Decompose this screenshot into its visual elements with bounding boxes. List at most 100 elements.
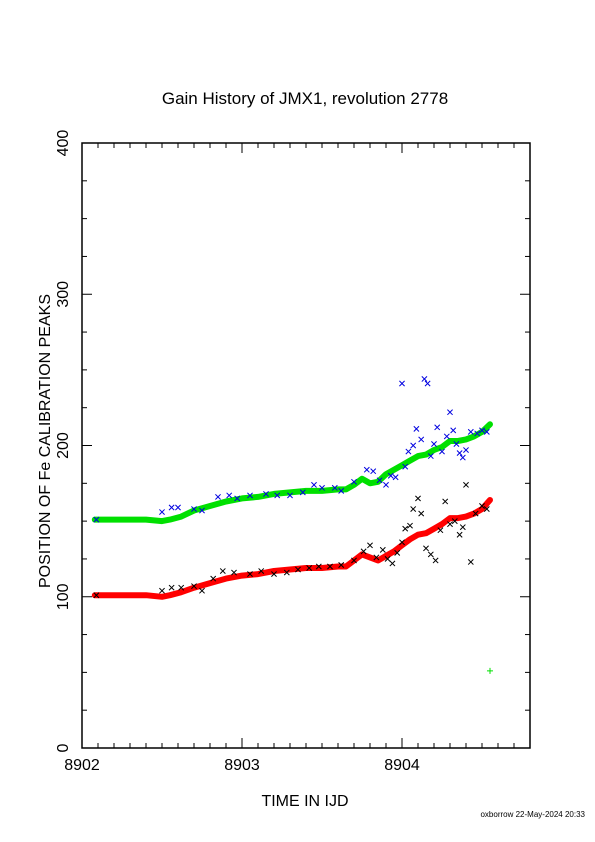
y-tick-label: 200 — [55, 432, 72, 459]
data-point — [175, 504, 181, 511]
y-axis-label: POSITION OF Fe CALIBRATION PEAKS — [37, 294, 54, 588]
data-point — [463, 481, 469, 488]
data-point — [450, 427, 457, 434]
axis-tick-labels: 8902 8903 8904 0 100 200 300 400 — [55, 130, 420, 774]
axis-minor-ticks — [82, 143, 531, 748]
data-point — [234, 495, 241, 502]
data-point — [410, 442, 417, 449]
data-point — [442, 498, 449, 505]
data-point — [443, 433, 450, 440]
data-point — [421, 375, 428, 382]
data-point — [299, 489, 306, 496]
data-point — [479, 427, 485, 434]
series-0 — [91, 421, 493, 525]
data-point — [459, 524, 466, 531]
data-point — [463, 447, 469, 453]
data-point — [331, 484, 338, 491]
data-point — [399, 380, 405, 387]
data-point — [472, 510, 479, 517]
data-point — [418, 510, 425, 517]
axis-major-ticks — [81, 142, 530, 749]
data-point — [338, 562, 345, 568]
data-point — [376, 477, 383, 484]
data-point — [427, 453, 434, 460]
data-point — [402, 463, 409, 470]
x-tick-label: 8902 — [64, 757, 100, 774]
data-point — [456, 531, 463, 538]
series-line — [91, 421, 493, 525]
data-point — [311, 481, 317, 488]
series-2 — [93, 375, 490, 523]
data-point — [370, 468, 377, 475]
data-point — [384, 555, 391, 562]
data-point — [231, 569, 237, 576]
data-point — [483, 428, 490, 435]
data-point — [483, 506, 490, 512]
data-point — [423, 545, 429, 552]
data-point — [295, 566, 301, 573]
y-tick-label: 300 — [55, 281, 72, 308]
x-tick-label: 8904 — [384, 757, 420, 774]
data-point — [418, 436, 425, 443]
data-point — [451, 518, 458, 525]
data-point — [338, 487, 345, 494]
series-line — [91, 497, 493, 600]
data-point — [93, 516, 100, 523]
data-point — [367, 542, 373, 549]
data-point — [315, 563, 322, 570]
data-point — [427, 551, 434, 558]
plot-frame — [81, 142, 531, 749]
data-series-layer — [91, 375, 493, 674]
data-point — [456, 450, 463, 457]
series-3 — [93, 481, 490, 599]
y-tick-label: 400 — [55, 130, 72, 157]
data-point — [392, 474, 399, 481]
data-point — [219, 568, 226, 574]
data-point — [415, 495, 421, 502]
y-tick-label: 100 — [55, 583, 72, 610]
data-point — [363, 466, 370, 473]
data-point — [439, 448, 445, 455]
chart-title: Gain History of JMX1, revolution 2778 — [162, 89, 448, 108]
data-point — [168, 584, 175, 591]
series-1 — [91, 497, 493, 600]
data-point — [373, 554, 380, 561]
data-point — [199, 507, 205, 514]
data-point — [399, 539, 405, 546]
data-point — [407, 522, 413, 529]
data-point — [319, 484, 325, 491]
data-point — [360, 548, 367, 555]
data-point — [467, 559, 474, 565]
data-point — [389, 560, 396, 567]
x-tick-label: 8903 — [224, 757, 260, 774]
data-point — [351, 478, 357, 485]
data-point — [271, 571, 277, 578]
data-point — [405, 448, 412, 455]
data-point — [424, 380, 431, 387]
data-point — [453, 441, 460, 447]
data-point — [210, 575, 217, 582]
data-point — [93, 592, 100, 599]
data-point — [431, 441, 437, 447]
data-point — [479, 503, 485, 509]
data-point — [410, 506, 417, 512]
data-point — [487, 667, 493, 674]
data-point — [459, 454, 466, 461]
data-point — [447, 521, 453, 528]
data-point — [226, 492, 233, 499]
data-point — [215, 493, 221, 500]
data-point — [379, 546, 386, 553]
data-point — [199, 587, 205, 594]
data-point — [402, 525, 409, 532]
data-point — [447, 409, 453, 416]
x-axis-label: TIME IN IJD — [261, 793, 348, 810]
data-point — [432, 557, 439, 564]
data-point — [159, 509, 165, 516]
data-point — [434, 424, 441, 431]
data-point — [159, 587, 165, 594]
data-point — [247, 571, 253, 578]
data-point — [263, 490, 269, 497]
data-point — [168, 504, 175, 511]
data-point — [351, 557, 357, 564]
